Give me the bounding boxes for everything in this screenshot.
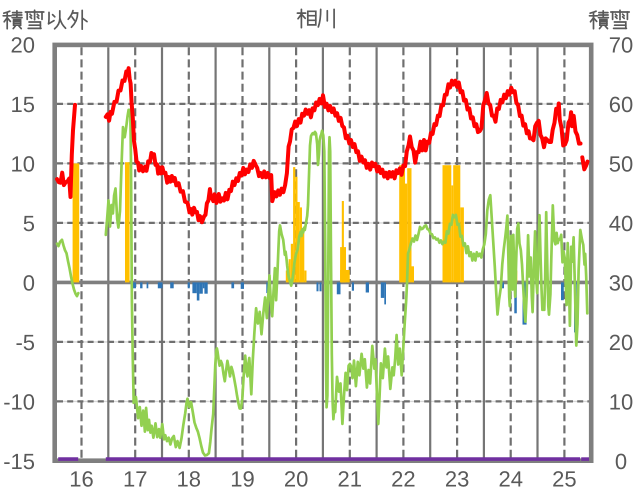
svg-text:19: 19 <box>230 467 254 492</box>
svg-text:21: 21 <box>338 467 362 492</box>
svg-text:20: 20 <box>11 32 35 57</box>
svg-text:17: 17 <box>123 467 147 492</box>
svg-text:20: 20 <box>284 467 308 492</box>
svg-text:16: 16 <box>69 467 93 492</box>
svg-text:0: 0 <box>23 270 35 295</box>
svg-text:15: 15 <box>11 92 35 117</box>
svg-text:-5: -5 <box>15 330 35 355</box>
svg-text:50: 50 <box>609 151 633 176</box>
svg-text:40: 40 <box>609 211 633 236</box>
svg-text:20: 20 <box>609 330 633 355</box>
svg-text:10: 10 <box>11 151 35 176</box>
svg-text:22: 22 <box>391 467 415 492</box>
svg-text:70: 70 <box>609 32 633 57</box>
svg-text:-10: -10 <box>3 389 35 414</box>
svg-text:24: 24 <box>498 467 522 492</box>
svg-text:5: 5 <box>23 211 35 236</box>
svg-text:10: 10 <box>609 389 633 414</box>
svg-text:-15: -15 <box>3 449 35 474</box>
svg-text:30: 30 <box>609 270 633 295</box>
svg-text:23: 23 <box>445 467 469 492</box>
svg-text:60: 60 <box>609 92 633 117</box>
svg-text:25: 25 <box>552 467 576 492</box>
svg-text:18: 18 <box>177 467 201 492</box>
svg-text:0: 0 <box>615 449 627 474</box>
